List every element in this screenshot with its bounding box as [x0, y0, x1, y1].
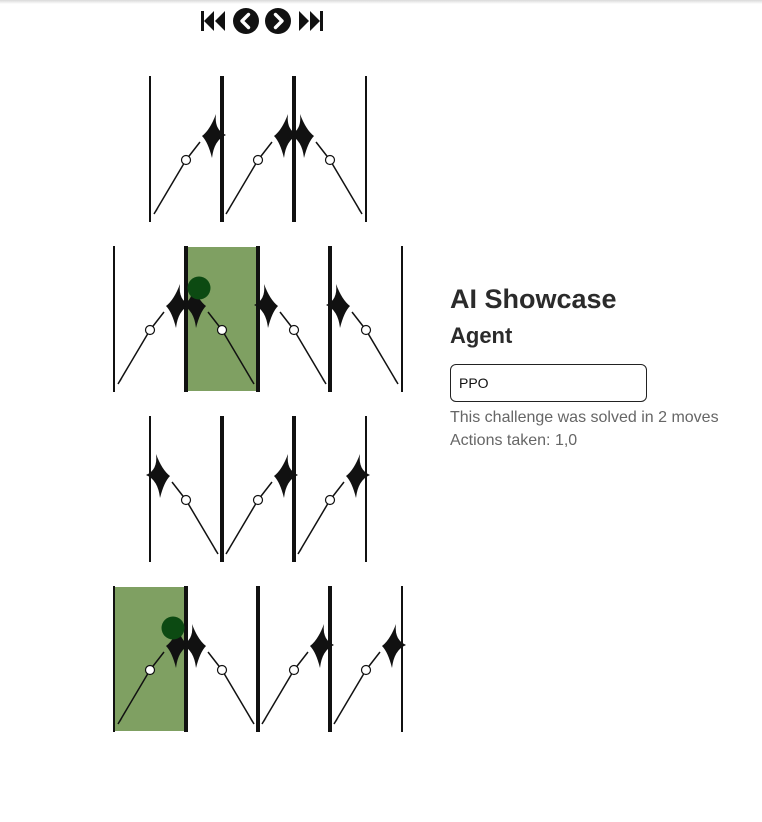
info-panel: AI Showcase Agent PPO This challenge was… [450, 282, 750, 452]
flipper-left[interactable] [290, 114, 363, 215]
board-row [113, 246, 403, 392]
flipper-left[interactable] [326, 284, 399, 385]
game-board[interactable] [0, 0, 450, 760]
flipper-left[interactable] [146, 454, 219, 555]
flipper-left[interactable] [182, 284, 255, 385]
solved-status: This challenge was solved in 2 moves [450, 409, 719, 426]
ball [161, 616, 185, 640]
next-icon[interactable] [264, 7, 292, 35]
flipper-right[interactable] [117, 284, 190, 385]
ball [187, 276, 211, 300]
board-row [146, 416, 370, 562]
board-row [113, 586, 406, 732]
top-shadow [0, 0, 762, 4]
flipper-right[interactable] [333, 624, 406, 725]
flipper-right[interactable] [261, 624, 334, 725]
playback-controls [199, 7, 325, 35]
board-row [149, 76, 367, 222]
flipper-right[interactable] [225, 454, 298, 555]
agent-select[interactable]: PPO [450, 364, 647, 402]
flipper-right[interactable] [225, 114, 298, 215]
flipper-right[interactable] [153, 114, 226, 215]
skip-to-start-icon[interactable] [199, 7, 227, 35]
flipper-right[interactable] [117, 624, 190, 725]
agent-heading: Agent [450, 323, 513, 348]
flipper-left[interactable] [254, 284, 327, 385]
agent-select-value: PPO [459, 375, 489, 391]
flipper-left[interactable] [182, 624, 255, 725]
flipper-right[interactable] [297, 454, 370, 555]
page-title: AI Showcase [450, 284, 617, 314]
skip-to-end-icon[interactable] [297, 7, 325, 35]
previous-icon[interactable] [232, 7, 260, 35]
actions-taken: Actions taken: 1,0 [450, 432, 578, 449]
